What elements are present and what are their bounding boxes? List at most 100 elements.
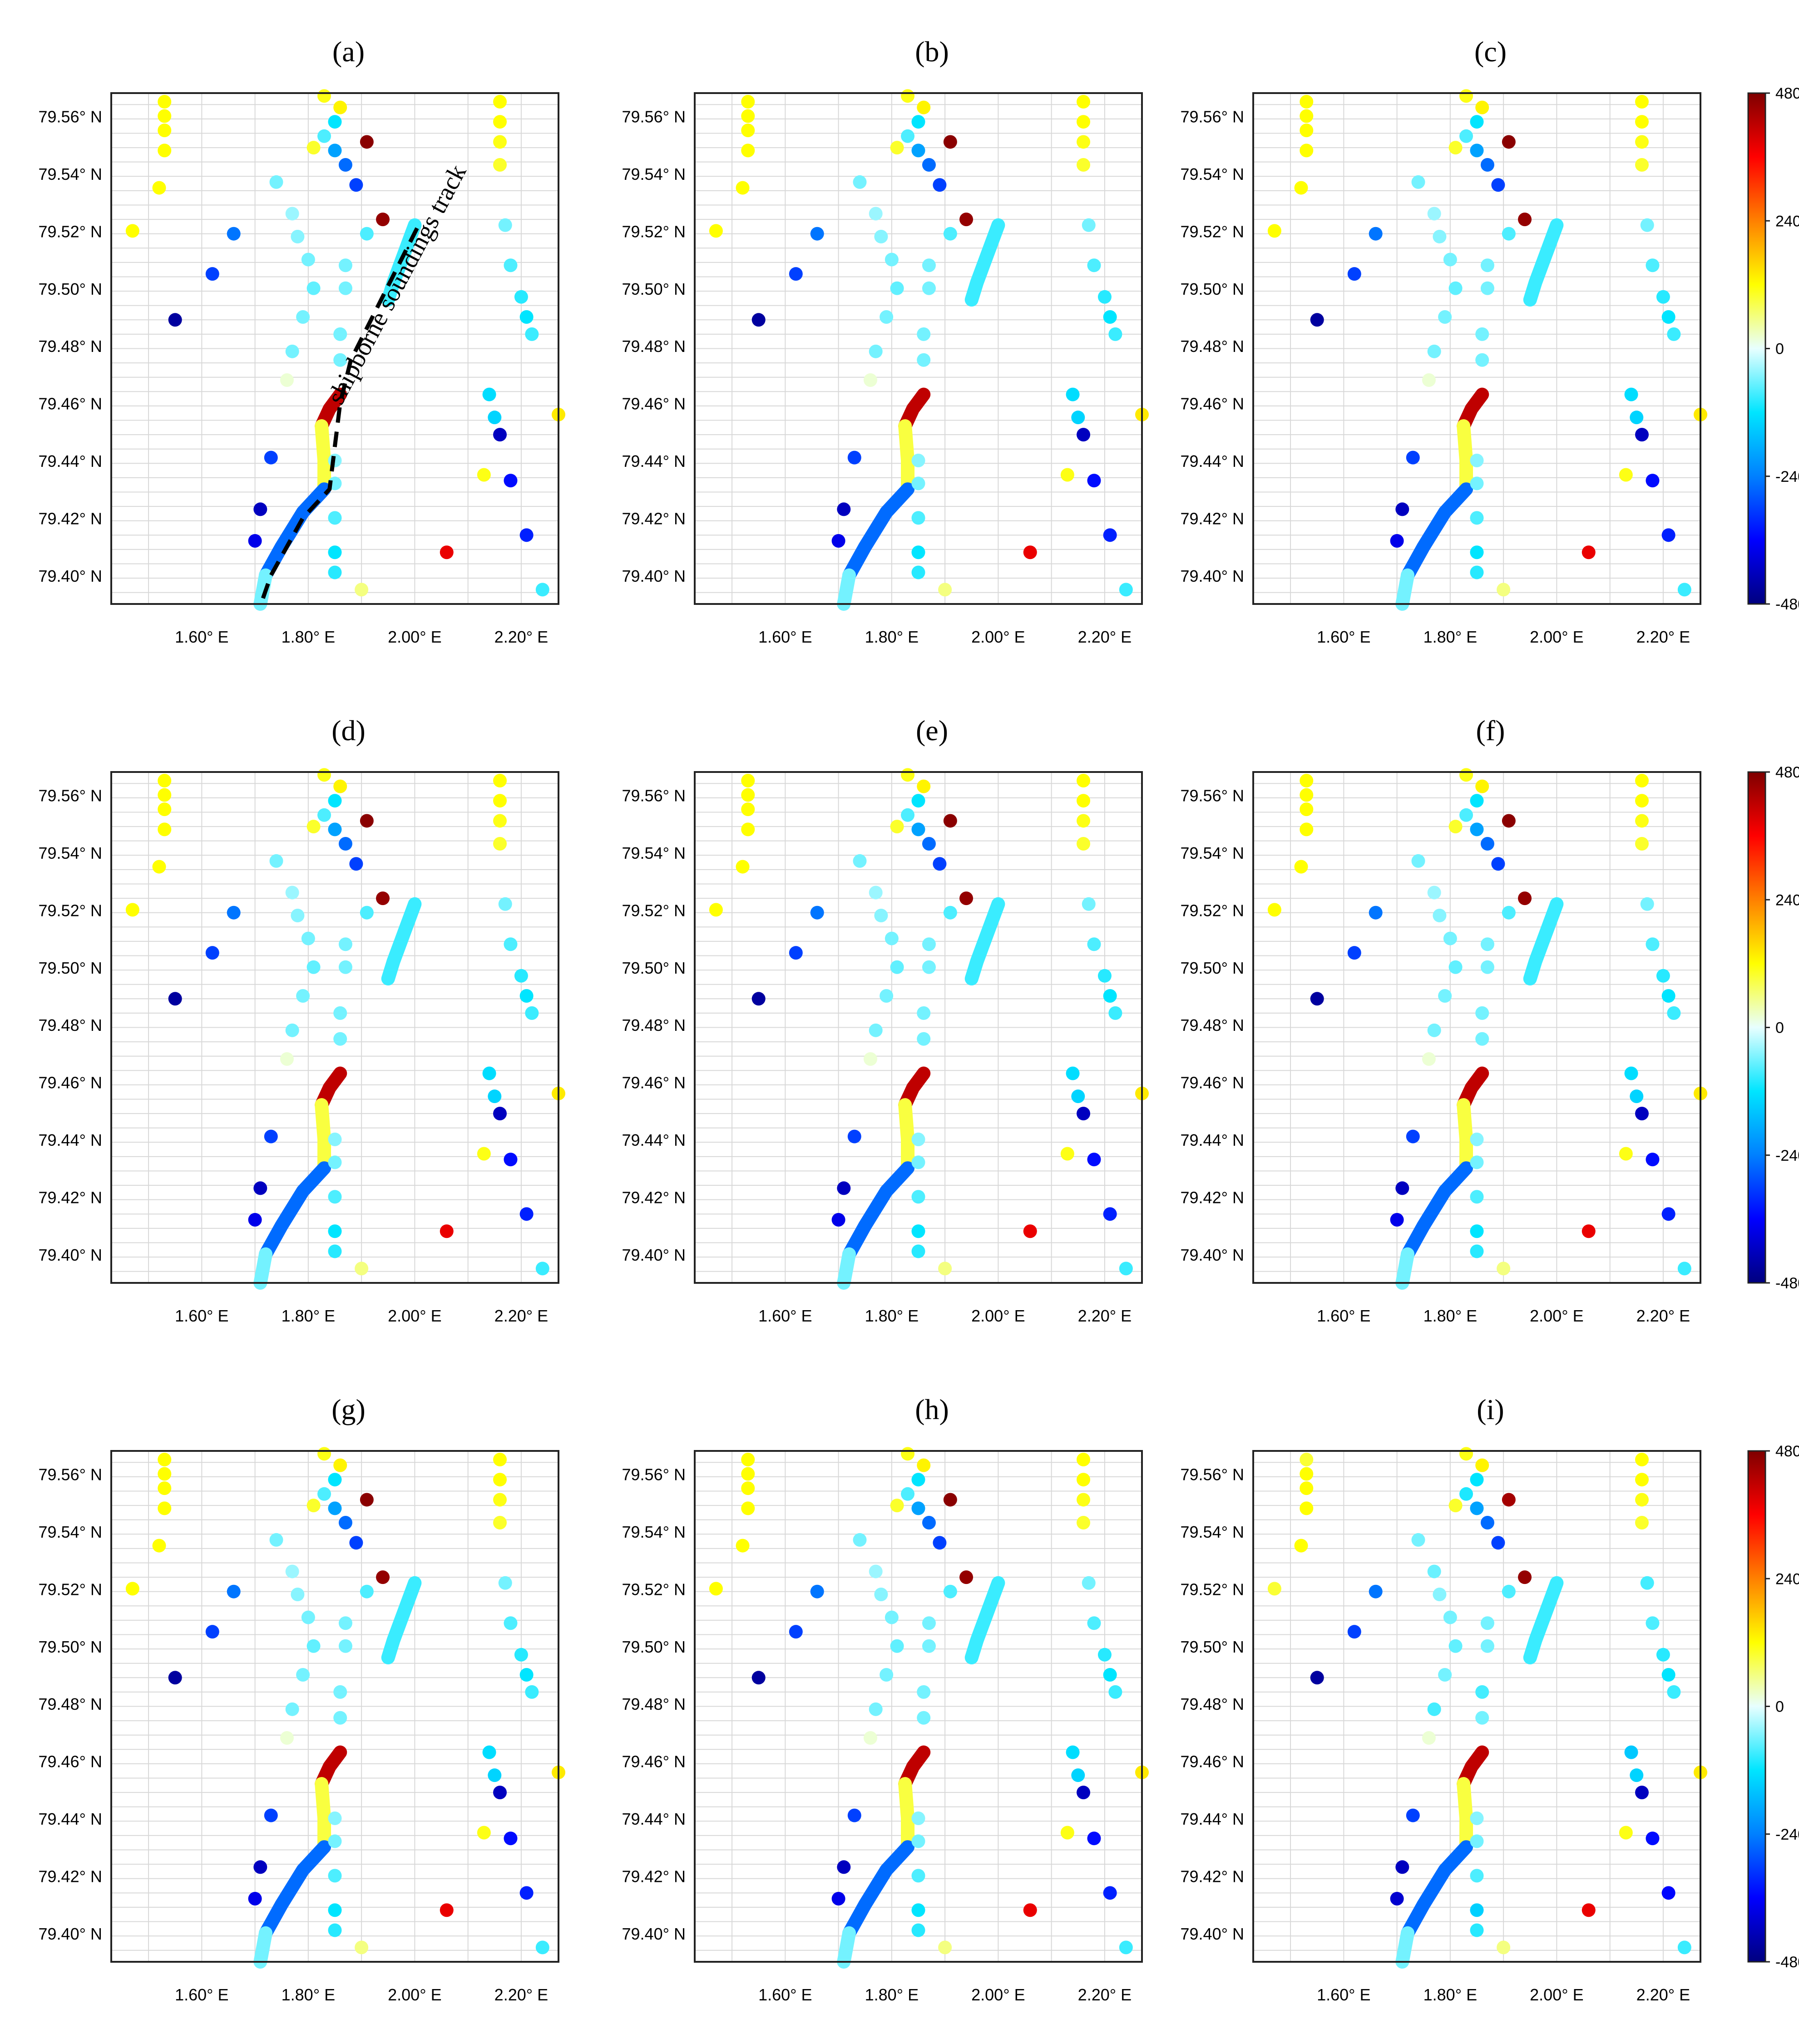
data-point — [493, 135, 507, 149]
y-tick-label: 79.50° N — [622, 1638, 686, 1656]
y-tick-label: 79.40° N — [39, 1925, 102, 1943]
data-point — [1582, 545, 1596, 559]
data-point — [1422, 1731, 1436, 1745]
data-point — [837, 502, 851, 516]
data-point — [917, 1032, 931, 1046]
data-point — [1427, 207, 1441, 221]
x-tick-label: 2.20° E — [1636, 1985, 1690, 2004]
data-point — [1470, 1501, 1484, 1515]
data-point — [1624, 1745, 1638, 1759]
panel-f: (f) 79.40° N 79.42° N 79.44° N 79.46° N 79.48… — [1181, 714, 1799, 1325]
data-point — [328, 1501, 342, 1515]
y-tick-label: 79.44° N — [1181, 1810, 1244, 1828]
x-tick-label: 1.60° E — [175, 628, 228, 646]
data-point — [789, 1625, 803, 1639]
y-tick-label: 79.46° N — [39, 1752, 102, 1771]
data-point — [248, 534, 262, 548]
data-point — [338, 1516, 352, 1530]
data-point — [890, 281, 904, 295]
data-point — [1661, 989, 1675, 1003]
y-tick-label: 79.42° N — [622, 1867, 686, 1886]
data-point — [514, 290, 528, 304]
data-point — [301, 252, 315, 267]
x-tick-label: 1.80° E — [865, 628, 919, 646]
y-tick-label: 79.54° N — [622, 165, 686, 183]
data-point — [1406, 1808, 1420, 1822]
data-point — [301, 931, 315, 945]
data-point — [227, 906, 241, 920]
y-tick-label: 79.54° N — [39, 1523, 102, 1541]
data-point — [1077, 115, 1091, 129]
data-point — [482, 1745, 496, 1759]
y-tick-label: 79.44° N — [39, 452, 102, 470]
y-tick-label: 79.48° N — [1181, 337, 1244, 356]
data-point — [291, 909, 305, 923]
data-point — [1518, 213, 1532, 227]
data-point — [789, 267, 803, 281]
data-point — [1438, 310, 1452, 324]
data-point — [125, 224, 139, 238]
data-point — [938, 1940, 952, 1955]
data-point — [741, 1467, 755, 1481]
data-point — [519, 989, 534, 1003]
data-point — [880, 310, 894, 324]
data-point — [355, 1262, 369, 1276]
data-point — [1448, 281, 1463, 295]
panel-e: (e) 79.40° N 79.42° N 79.44° N 79.46° N 79.48… — [622, 714, 1149, 1325]
data-point — [328, 1869, 342, 1883]
x-tick-label: 2.00° E — [971, 1307, 1025, 1325]
data-point — [922, 258, 936, 272]
data-point — [810, 227, 824, 241]
data-point — [1635, 1786, 1649, 1800]
data-point — [227, 1584, 241, 1599]
track-mark — [1395, 1926, 1415, 1969]
data-point — [1518, 1570, 1532, 1584]
x-tick-label: 2.00° E — [971, 1985, 1025, 2004]
track-mark — [1395, 568, 1415, 611]
data-point — [917, 1458, 931, 1472]
data-point — [349, 178, 363, 192]
data-point — [296, 989, 310, 1003]
y-tick-label: 79.54° N — [39, 844, 102, 862]
data-point — [741, 124, 755, 138]
data-point — [1459, 1487, 1473, 1501]
data-point — [917, 1711, 931, 1725]
track-mark — [1401, 1840, 1473, 1940]
data-point — [1077, 94, 1091, 109]
data-point — [205, 946, 219, 960]
data-point — [1369, 227, 1383, 241]
data-point — [1491, 1536, 1505, 1550]
data-point — [1119, 1262, 1133, 1276]
y-tick-label: 79.42° N — [39, 1867, 102, 1886]
data-point — [1502, 814, 1516, 828]
plot-frame — [694, 92, 1143, 605]
data-point — [168, 1671, 182, 1685]
data-point — [1635, 1452, 1649, 1466]
data-point — [1480, 281, 1494, 295]
data-point — [831, 534, 845, 548]
data-point — [959, 213, 974, 227]
data-point — [1300, 124, 1314, 138]
data-point — [158, 1467, 172, 1481]
data-point — [333, 1711, 347, 1725]
data-point — [1390, 534, 1404, 548]
y-tick-label: 79.48° N — [1181, 1695, 1244, 1713]
y-tick-label: 79.50° N — [1181, 280, 1244, 298]
data-point — [1108, 1006, 1122, 1020]
data-point — [911, 1132, 925, 1146]
data-point — [328, 1224, 342, 1238]
track-mark — [964, 1576, 1005, 1665]
y-tick-label: 79.48° N — [39, 1016, 102, 1034]
data-point — [285, 1023, 299, 1037]
data-point — [1661, 1668, 1675, 1682]
data-point — [1300, 1467, 1314, 1481]
data-point — [1087, 1616, 1101, 1630]
data-point — [504, 1831, 518, 1846]
data-point — [1347, 267, 1361, 281]
data-point — [1433, 230, 1447, 244]
data-point — [1640, 897, 1654, 911]
data-point — [741, 1501, 755, 1515]
data-point — [1491, 178, 1505, 192]
data-point — [1475, 1032, 1489, 1046]
x-tick-label: 2.00° E — [388, 1985, 441, 2004]
